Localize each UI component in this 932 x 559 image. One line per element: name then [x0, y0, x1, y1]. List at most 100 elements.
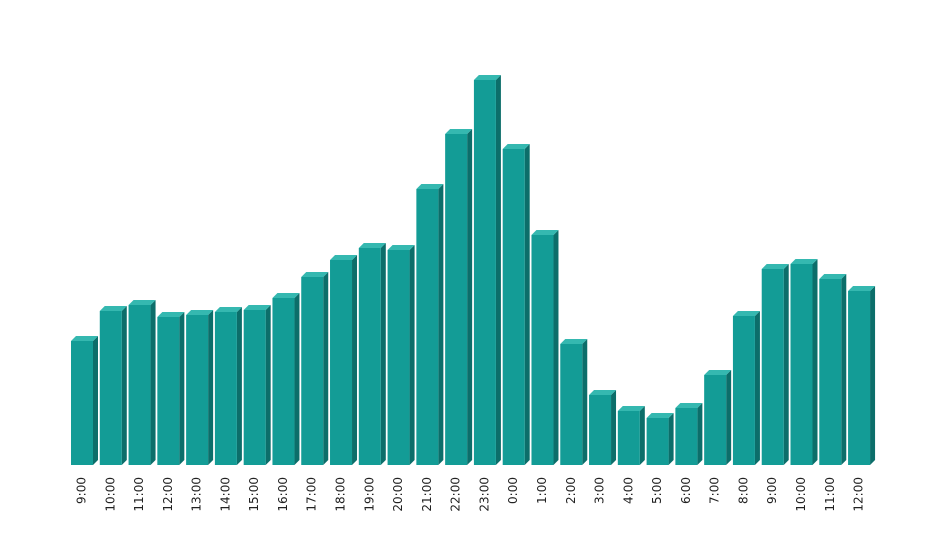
bar-top [761, 264, 789, 269]
bar [71, 341, 93, 465]
bar-side [754, 311, 760, 465]
x-tick-label: 10:00 [103, 477, 117, 512]
bar-top [99, 306, 127, 311]
bar-top [473, 75, 501, 80]
bar-top [330, 255, 358, 260]
bar-side [812, 259, 818, 465]
bar [761, 269, 784, 465]
x-tick-label: 3:00 [593, 477, 607, 504]
bar [272, 298, 295, 465]
bar [445, 134, 468, 465]
bar-side [726, 370, 732, 465]
bar-top [157, 312, 185, 317]
x-tick-label: 18:00 [334, 477, 348, 512]
x-tick-label: 0:00 [506, 477, 520, 504]
bar-top [214, 307, 242, 312]
x-tick-label: 12:00 [852, 477, 866, 512]
bar-top [819, 274, 847, 279]
x-tick-label: 21:00 [420, 477, 434, 512]
x-tick-label: 11:00 [132, 477, 146, 512]
x-tick-label: 10:00 [794, 477, 808, 512]
bar-top [646, 413, 674, 418]
bar [214, 312, 237, 465]
bar-top [502, 144, 530, 149]
x-tick-label: 2:00 [564, 477, 578, 504]
x-tick-label: 5:00 [650, 477, 664, 504]
bar [560, 344, 583, 465]
bar-side [323, 272, 329, 465]
x-tick-label: 23:00 [477, 477, 491, 512]
bar [732, 316, 755, 465]
bar-top [445, 129, 473, 134]
bar-side [495, 75, 501, 465]
bar [704, 375, 727, 465]
bar-top [675, 403, 703, 408]
x-tick-label: 9:00 [765, 477, 779, 504]
bar [848, 291, 871, 465]
bar-side [150, 300, 156, 465]
bar [186, 315, 209, 465]
bar [128, 305, 151, 465]
bar-side [783, 264, 789, 465]
x-tick-label: 15:00 [247, 477, 261, 512]
bar-side [524, 144, 530, 465]
bar-side [208, 310, 214, 465]
bar [675, 408, 698, 465]
x-tick-label: 17:00 [305, 477, 319, 512]
bar [790, 264, 813, 465]
bar [646, 418, 669, 465]
bar-side [93, 336, 98, 465]
bar-side [265, 305, 271, 465]
bar-top [301, 272, 329, 277]
bar-top [272, 293, 300, 298]
bar [416, 189, 439, 465]
bar [617, 411, 640, 465]
bar-side [236, 307, 242, 465]
x-tick-label: 20:00 [391, 477, 405, 512]
bar-side [611, 390, 617, 465]
x-tick-label: 8:00 [736, 477, 750, 504]
bar-side [870, 286, 876, 465]
bar-top [732, 311, 760, 316]
bar-top [416, 184, 444, 189]
bar-top [531, 230, 559, 235]
x-tick-label: 14:00 [218, 477, 232, 512]
bar [387, 250, 410, 465]
bar-top [128, 300, 156, 305]
bar-top [704, 370, 732, 375]
bar-side [409, 245, 415, 465]
bar-side [179, 312, 185, 465]
x-tick-label: 13:00 [190, 477, 204, 512]
bar-top [560, 339, 588, 344]
bar-side [438, 184, 444, 465]
bar-top [71, 336, 98, 341]
bar-top [790, 259, 818, 264]
bar [589, 395, 612, 465]
bar-side [380, 243, 386, 465]
x-tick-label: 11:00 [823, 477, 837, 512]
x-tick-label: 16:00 [276, 477, 290, 512]
bar-side [294, 293, 300, 465]
bar [243, 310, 266, 465]
x-tick-label: 19:00 [362, 477, 376, 512]
bar-side [841, 274, 847, 465]
bar-side [467, 129, 473, 465]
x-tick-label: 12:00 [161, 477, 175, 512]
bar [531, 235, 554, 465]
bar-top [358, 243, 386, 248]
bar [301, 277, 324, 465]
bar [473, 80, 496, 465]
x-tick-label: 4:00 [621, 477, 635, 504]
x-tick-label: 7:00 [708, 477, 722, 504]
bar [358, 248, 381, 465]
x-tick-label: 6:00 [679, 477, 693, 504]
bar-side [121, 306, 127, 465]
bar-side [352, 255, 358, 465]
bar-top [617, 406, 645, 411]
bar-top [848, 286, 876, 291]
x-tick-label: 1:00 [535, 477, 549, 504]
bar-side [639, 406, 645, 465]
bar-top [186, 310, 214, 315]
bar-top [589, 390, 617, 395]
